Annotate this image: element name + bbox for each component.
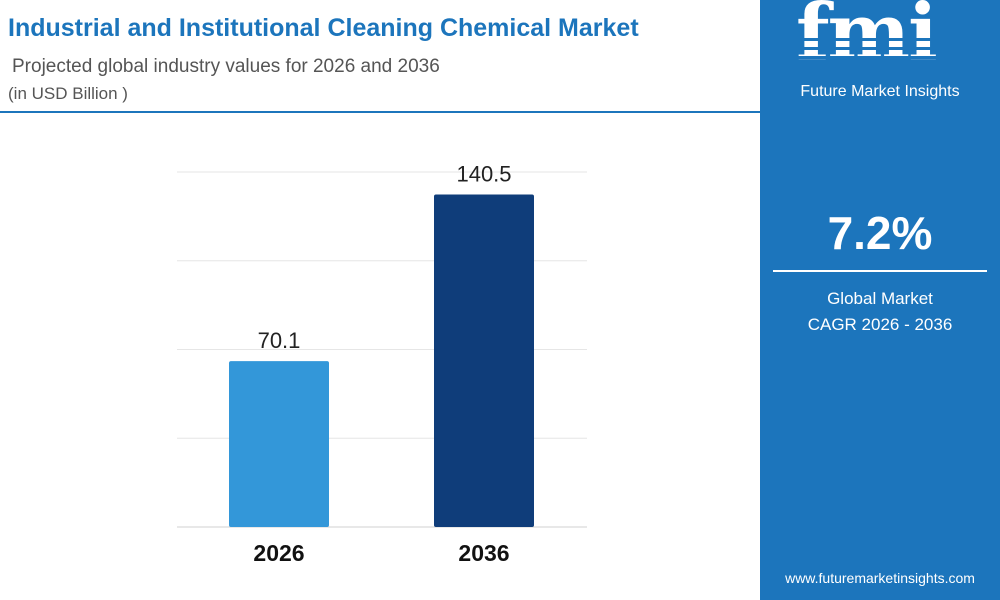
cagr-label-line1: Global Market <box>827 289 933 308</box>
website-link[interactable]: www.futuremarketinsights.com <box>785 570 975 586</box>
value-label-2026: 70.1 <box>258 328 301 353</box>
cagr-divider <box>773 270 987 272</box>
cagr-value: 7.2% <box>827 207 933 259</box>
cagr-label-line2: CAGR 2026 - 2036 <box>807 315 953 334</box>
fmi-logo: fmi <box>790 0 970 78</box>
value-label-2036: 140.5 <box>456 161 511 186</box>
labels: 70.1 2026 140.5 2036 <box>253 161 511 566</box>
logo-wordmark: fmi <box>796 0 938 78</box>
bar-2026 <box>229 361 329 527</box>
x-tick-2036: 2036 <box>458 540 509 566</box>
chart-subtitle: Projected global industry values for 202… <box>12 56 440 77</box>
bar-2036 <box>434 194 534 527</box>
bars <box>229 194 534 527</box>
unit-label: (in USD Billion ) <box>8 84 128 103</box>
brand-name: Future Market Insights <box>800 83 960 100</box>
header-divider <box>0 111 760 113</box>
sidebar-panel: fmi Future Market Insights 7.2% Global M… <box>760 0 1000 600</box>
bar-chart: 70.1 2026 140.5 2036 <box>177 161 587 566</box>
chart-title: Industrial and Institutional Cleaning Ch… <box>8 14 639 42</box>
cagr-label: Global Market CAGR 2026 - 2036 <box>760 286 1000 338</box>
x-tick-2026: 2026 <box>253 540 304 566</box>
